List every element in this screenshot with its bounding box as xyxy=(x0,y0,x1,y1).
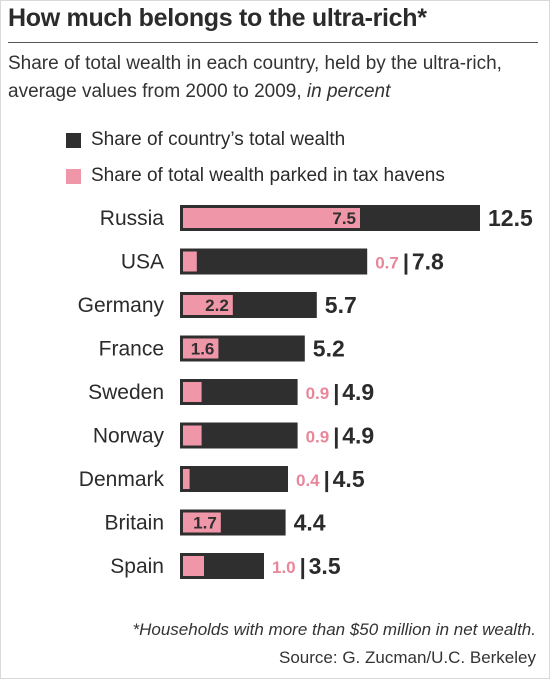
havens-label-norway: 0.9 xyxy=(306,428,330,447)
category-label-denmark: Denmark xyxy=(79,468,165,491)
category-label-germany: Germany xyxy=(78,294,165,317)
source-note: Source: G. Zucman/U.C. Berkeley xyxy=(279,648,536,667)
separator-denmark: | xyxy=(324,467,330,492)
category-label-russia: Russia xyxy=(100,207,165,230)
category-label-norway: Norway xyxy=(93,425,165,448)
separator-sweden: | xyxy=(333,380,339,405)
bar-havens-russia xyxy=(183,208,360,228)
total-label-russia: 12.5 xyxy=(488,205,533,231)
havens-label-sweden: 0.9 xyxy=(306,384,330,403)
bar-havens-denmark xyxy=(183,469,190,489)
separator-norway: | xyxy=(333,424,339,449)
legend-item-havens: Share of total wealth parked in tax have… xyxy=(66,163,445,189)
bar-havens-usa xyxy=(183,251,197,272)
havens-label-denmark: 0.4 xyxy=(296,471,320,490)
bar-havens-france xyxy=(183,338,219,359)
bar-total-denmark xyxy=(180,466,288,492)
total-label-denmark: 4.5 xyxy=(333,466,365,492)
category-label-france: France xyxy=(99,338,164,361)
separator-usa: | xyxy=(403,250,409,275)
bar-havens-sweden xyxy=(183,382,202,402)
separator-spain: | xyxy=(300,554,306,579)
legend-swatch-total xyxy=(66,132,81,148)
bar-havens-norway xyxy=(183,425,202,446)
total-label-usa: 7.8 xyxy=(412,249,444,275)
legend-swatch-havens xyxy=(66,168,81,184)
havens-label-britain: 1.7 xyxy=(193,514,217,533)
bar-havens-spain xyxy=(183,556,204,576)
legend-item-total: Share of country’s total wealth xyxy=(66,127,345,153)
total-label-sweden: 4.9 xyxy=(342,379,374,405)
chart-title: How much belongs to the ultra-rich* xyxy=(8,4,427,32)
footnote: *Households with more than $50 million i… xyxy=(132,620,536,639)
subtitle-unit: in percent xyxy=(306,81,391,102)
bar-havens-germany xyxy=(183,295,233,315)
category-label-spain: Spain xyxy=(110,555,164,578)
title-divider xyxy=(8,42,538,43)
bar-havens-britain xyxy=(183,512,221,533)
havens-label-spain: 1.0 xyxy=(272,558,296,577)
legend-label-havens: Share of total wealth parked in tax have… xyxy=(91,165,445,186)
total-label-britain: 4.4 xyxy=(294,510,326,536)
subtitle-text: Share of total wealth in each country, h… xyxy=(8,53,502,102)
legend-label-total: Share of country’s total wealth xyxy=(91,129,346,150)
category-label-usa: USA xyxy=(121,251,164,274)
havens-label-usa: 0.7 xyxy=(375,254,399,273)
category-label-sweden: Sweden xyxy=(88,381,164,404)
chart-subtitle: Share of total wealth in each country, h… xyxy=(8,50,544,106)
total-label-germany: 5.7 xyxy=(325,292,357,318)
total-label-france: 5.2 xyxy=(313,336,345,362)
havens-label-russia: 7.5 xyxy=(332,209,356,228)
havens-label-france: 1.6 xyxy=(191,340,215,359)
total-label-spain: 3.5 xyxy=(309,553,341,579)
havens-label-germany: 2.2 xyxy=(205,296,229,315)
category-label-britain: Britain xyxy=(104,512,164,535)
total-label-norway: 4.9 xyxy=(342,423,374,449)
bar-total-usa xyxy=(180,248,368,275)
